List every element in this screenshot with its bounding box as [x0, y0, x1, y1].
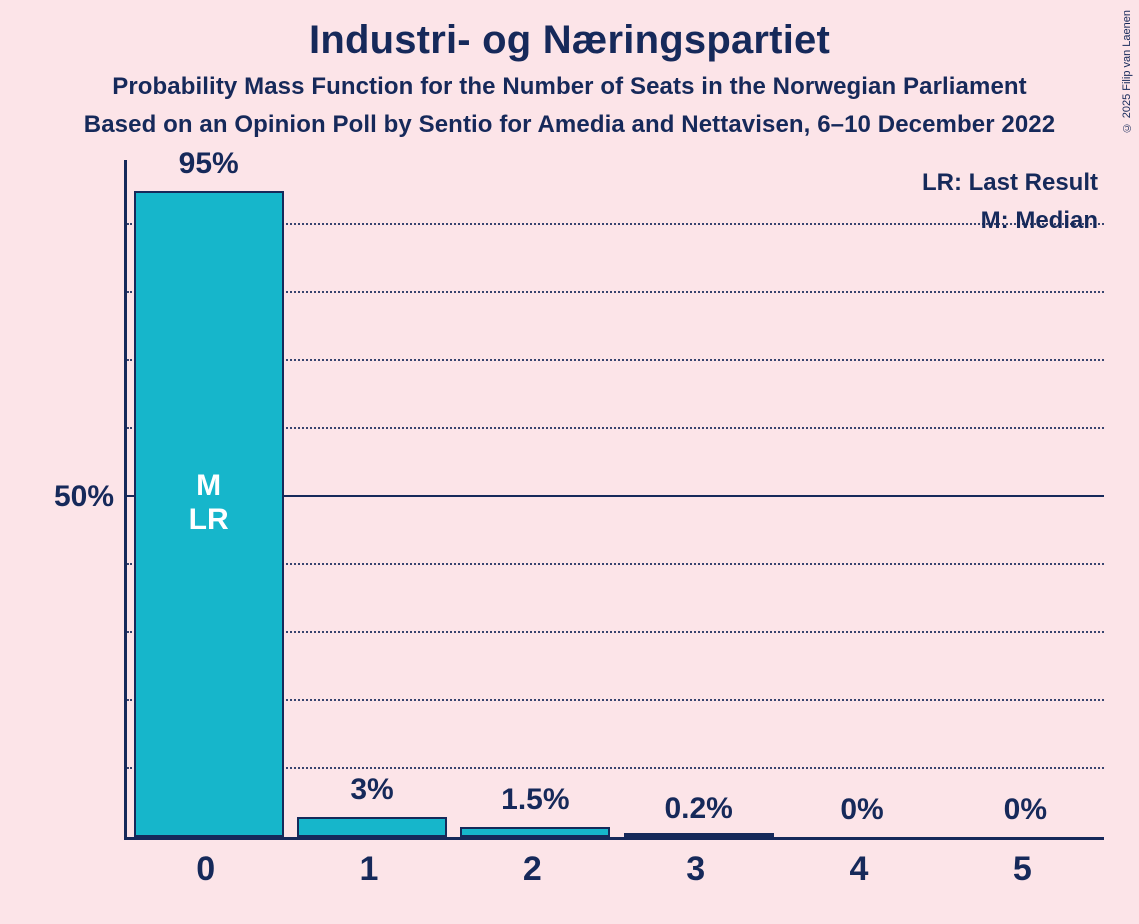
bar-value-label: 95% [179, 147, 239, 187]
bar-value-label: 0% [840, 793, 883, 833]
chart-container: LR: Last Result M: Median 50%M LR95%3%1.… [44, 160, 1104, 880]
x-tick-label: 2 [523, 850, 542, 889]
bar [460, 827, 610, 837]
chart-title: Industri- og Næringspartiet [0, 0, 1139, 63]
bar-value-label: 1.5% [501, 783, 569, 823]
bar [624, 833, 774, 837]
y-tick-label: 50% [54, 480, 114, 514]
plot-area: LR: Last Result M: Median 50%M LR95%3%1.… [124, 160, 1104, 840]
x-tick-label: 0 [196, 850, 215, 889]
chart-subtitle-2: Based on an Opinion Poll by Sentio for A… [0, 111, 1139, 139]
legend-lr: LR: Last Result [922, 164, 1098, 202]
legend-m: M: Median [922, 202, 1098, 240]
x-tick-label: 5 [1013, 850, 1032, 889]
legend: LR: Last Result M: Median [922, 164, 1098, 241]
x-tick-label: 1 [360, 850, 379, 889]
bar [297, 817, 447, 837]
bar-value-label: 3% [350, 773, 393, 813]
bar-inner-label: M LR [189, 469, 229, 538]
bar-value-label: 0.2% [664, 792, 732, 832]
x-tick-label: 3 [686, 850, 705, 889]
copyright-text: © 2025 Filip van Laenen [1121, 10, 1133, 133]
bar-value-label: 0% [1004, 793, 1047, 833]
x-tick-label: 4 [850, 850, 869, 889]
chart-subtitle-1: Probability Mass Function for the Number… [0, 73, 1139, 101]
bar: M LR [134, 191, 284, 837]
